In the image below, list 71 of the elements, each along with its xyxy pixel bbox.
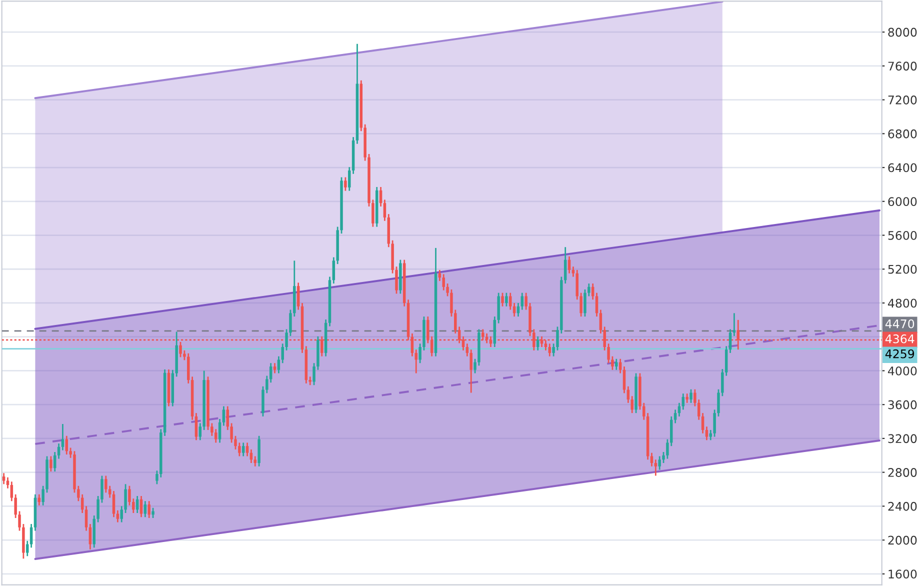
candlestick <box>50 456 52 472</box>
y-tick-label: 6800 <box>888 129 917 138</box>
y-tick-label: 8000 <box>888 28 917 37</box>
ref-line-label: 4470 <box>885 319 914 328</box>
candlestick <box>312 362 316 386</box>
candlestick <box>344 176 347 192</box>
y-tick-label: 5600 <box>888 230 917 240</box>
y-tick-label: 3600 <box>888 400 917 410</box>
candlestick <box>654 458 658 476</box>
candlestick <box>214 428 218 444</box>
candlestick <box>194 412 198 441</box>
candlestick <box>218 418 222 444</box>
candlestick <box>520 292 524 310</box>
candlestick <box>728 328 732 354</box>
candlestick <box>682 392 685 410</box>
y-tick-label: 3200 <box>888 434 917 444</box>
candlestick <box>152 507 154 519</box>
candlestick <box>222 406 226 426</box>
candlestick <box>658 456 661 470</box>
candlestick <box>474 358 476 374</box>
y-tick-label: 2000 <box>888 536 917 545</box>
candlestick <box>242 442 245 457</box>
y-tick-label: 4800 <box>888 298 917 308</box>
candlestick <box>84 505 88 532</box>
candlestick <box>611 356 614 371</box>
candlestick <box>38 494 41 506</box>
ref-line-label: 4364 <box>885 334 914 344</box>
candlestick <box>383 199 386 222</box>
candlestick <box>273 362 276 374</box>
y-tick-label: 4000 <box>888 366 917 376</box>
candlestick <box>705 426 708 441</box>
y-tick-label: 2400 <box>888 502 917 511</box>
candlestick <box>418 342 422 364</box>
candlestick <box>100 475 104 504</box>
candlestick <box>104 475 108 494</box>
y-tick-label: 2800 <box>888 468 917 477</box>
candlestick <box>88 523 92 550</box>
candlestick <box>442 274 445 291</box>
candlestick <box>595 292 598 318</box>
y-tick-label: 1600 <box>888 570 917 579</box>
candlestick <box>548 342 552 358</box>
candlestick <box>348 166 351 192</box>
candlestick <box>144 500 147 518</box>
candlestick <box>2 472 6 485</box>
y-tick-label: 7600 <box>888 62 917 71</box>
candlestick <box>650 452 654 468</box>
candlestick <box>508 292 512 310</box>
candlestick <box>501 292 504 308</box>
candlestick <box>701 412 704 434</box>
candlestick <box>179 341 182 358</box>
candlestick <box>30 523 33 548</box>
y-tick-label: 6000 <box>888 197 917 206</box>
candlestick <box>615 358 618 371</box>
candlestick <box>140 495 143 518</box>
y-tick-label: 5200 <box>888 264 917 274</box>
candlestick <box>622 366 626 394</box>
y-tick-label: 7200 <box>888 96 917 104</box>
y-tick-label: 6400 <box>888 163 917 172</box>
candlestick <box>238 442 241 457</box>
candlestick <box>57 442 60 460</box>
candlestick <box>246 442 249 457</box>
candlestick <box>505 292 508 308</box>
candlestick <box>690 388 692 404</box>
candlestick <box>258 435 260 468</box>
candlestick <box>674 408 677 424</box>
candlestick <box>112 490 116 518</box>
candlestick <box>686 392 688 404</box>
candlestick <box>186 352 190 384</box>
candlestick <box>296 282 300 310</box>
ref-line-label: 4259 <box>885 349 914 358</box>
candlestick <box>148 500 150 519</box>
